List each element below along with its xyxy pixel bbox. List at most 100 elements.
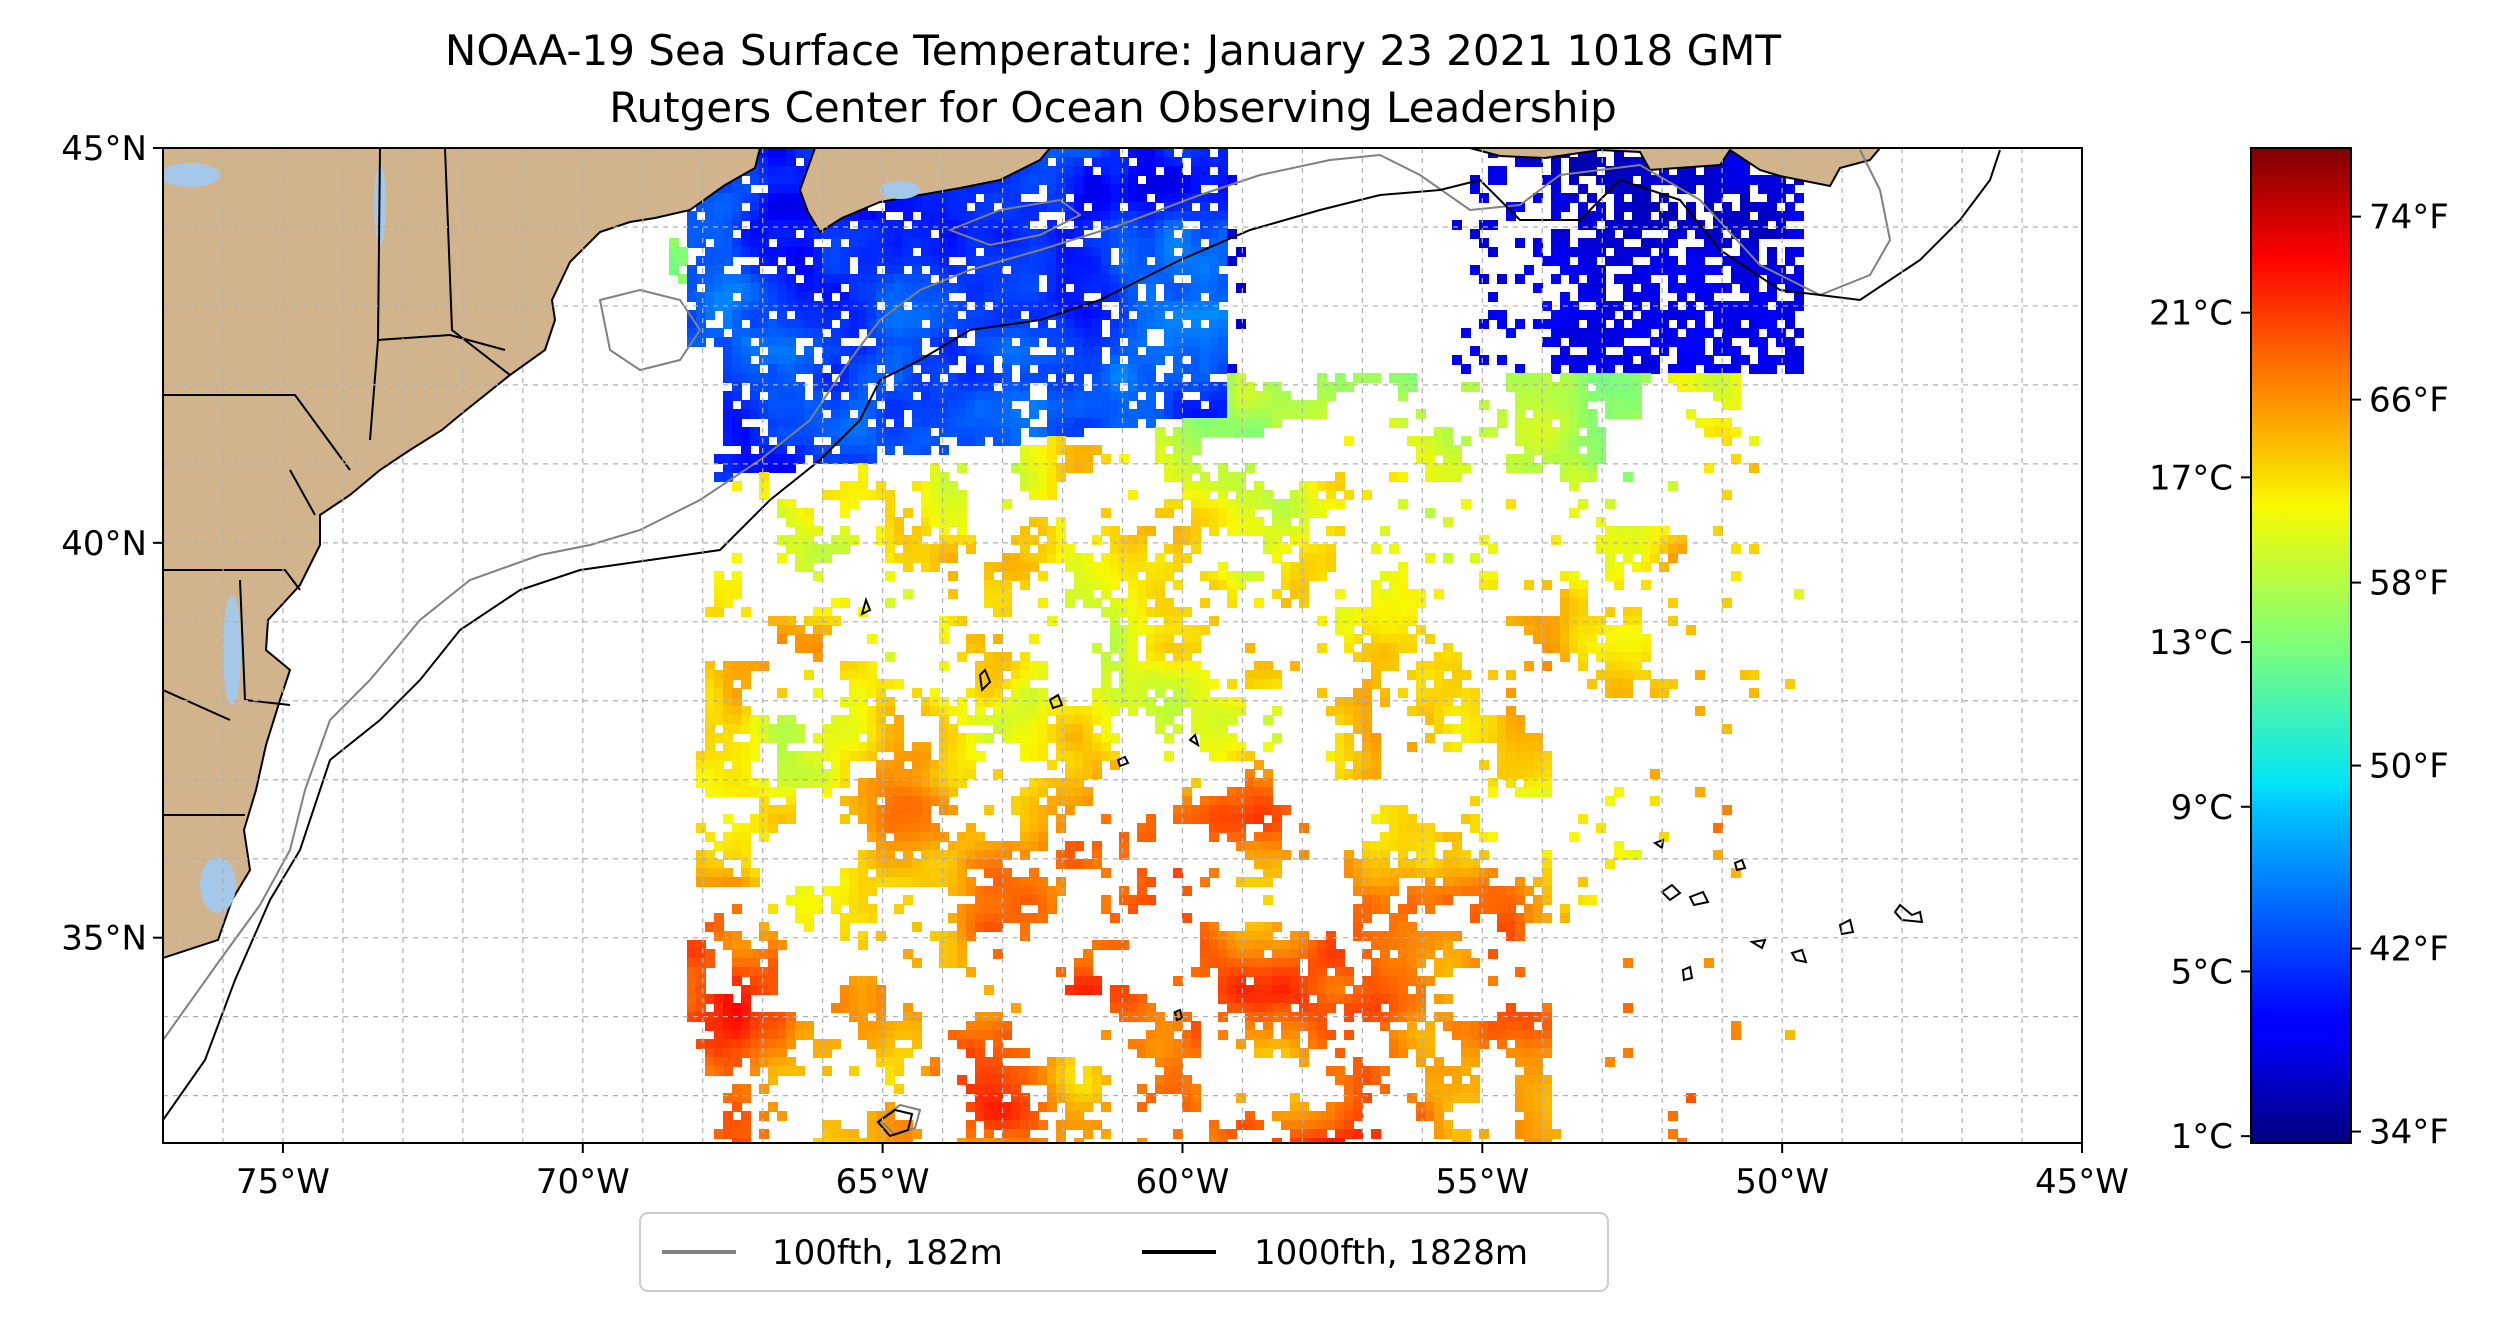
sst-pixel <box>759 310 769 320</box>
sst-pixel <box>1308 508 1318 518</box>
sst-pixel <box>993 418 1003 428</box>
sst-pixel <box>1506 742 1516 752</box>
sst-pixel <box>1245 958 1255 968</box>
sst-pixel <box>1290 931 1300 941</box>
sst-pixel <box>1776 355 1786 365</box>
sst-pixel <box>1047 724 1057 734</box>
sst-pixel <box>1164 544 1174 554</box>
sst-pixel <box>1272 841 1282 851</box>
sst-pixel <box>1029 463 1039 473</box>
sst-pixel <box>1020 706 1030 716</box>
sst-pixel <box>939 400 949 410</box>
sst-pixel <box>1227 508 1237 518</box>
sst-pixel <box>939 742 949 752</box>
sst-pixel <box>1173 805 1183 815</box>
sst-pixel <box>1236 400 1246 410</box>
sst-pixel <box>1245 418 1255 428</box>
sst-pixel <box>1299 931 1309 941</box>
sst-pixel <box>939 751 949 761</box>
sst-pixel <box>1200 283 1210 293</box>
sst-pixel <box>1119 535 1129 545</box>
sst-pixel <box>1713 382 1723 392</box>
sst-pixel <box>1065 733 1075 743</box>
sst-pixel <box>741 985 751 995</box>
sst-pixel <box>723 670 733 680</box>
sst-pixel <box>1110 544 1120 554</box>
sst-pixel <box>1173 337 1183 347</box>
sst-pixel <box>1371 985 1381 995</box>
sst-pixel <box>1236 742 1246 752</box>
sst-pixel <box>840 697 850 707</box>
sst-pixel <box>966 913 976 923</box>
sst-pixel <box>1200 220 1210 230</box>
sst-pixel <box>1758 184 1768 194</box>
sst-pixel <box>921 490 931 500</box>
sst-pixel <box>1776 175 1786 185</box>
sst-pixel <box>1641 265 1651 275</box>
sst-pixel <box>1218 805 1228 815</box>
sst-pixel <box>1182 427 1192 437</box>
sst-pixel <box>840 499 850 509</box>
sst-pixel <box>1002 868 1012 878</box>
sst-pixel <box>876 355 886 365</box>
sst-pixel <box>1137 310 1147 320</box>
sst-pixel <box>948 265 958 275</box>
sst-pixel <box>1263 382 1273 392</box>
sst-pixel <box>1200 967 1210 977</box>
sst-pixel <box>1083 193 1093 203</box>
sst-pixel <box>696 751 706 761</box>
sst-pixel <box>678 247 688 257</box>
sst-pixel <box>1542 778 1552 788</box>
sst-pixel <box>1785 301 1795 311</box>
sst-pixel <box>849 373 859 383</box>
sst-pixel <box>858 391 868 401</box>
sst-pixel <box>1371 733 1381 743</box>
sst-pixel <box>1200 679 1210 689</box>
sst-pixel <box>939 292 949 302</box>
sst-pixel <box>1164 391 1174 401</box>
sst-pixel <box>1191 670 1201 680</box>
sst-pixel <box>786 769 796 779</box>
sst-pixel <box>1380 859 1390 869</box>
sst-pixel <box>876 877 886 887</box>
sst-pixel <box>723 778 733 788</box>
sst-pixel <box>759 931 769 941</box>
sst-pixel <box>1029 724 1039 734</box>
sst-pixel <box>1191 697 1201 707</box>
sst-pixel <box>1209 310 1219 320</box>
sst-pixel <box>1614 580 1624 590</box>
sst-pixel <box>957 184 967 194</box>
sst-pixel <box>903 274 913 284</box>
sst-pixel <box>1218 985 1228 995</box>
sst-pixel <box>1164 400 1174 410</box>
sst-pixel <box>1119 634 1129 644</box>
sst-pixel <box>1236 373 1246 383</box>
sst-pixel <box>984 805 994 815</box>
sst-pixel <box>858 868 868 878</box>
sst-pixel <box>1011 724 1021 734</box>
sst-pixel <box>1335 751 1345 761</box>
sst-pixel <box>1209 715 1219 725</box>
sst-pixel <box>1569 319 1579 329</box>
sst-pixel <box>1605 364 1615 374</box>
sst-pixel <box>1704 166 1714 176</box>
sst-pixel <box>1065 769 1075 779</box>
sst-pixel <box>786 355 796 365</box>
sst-pixel <box>993 697 1003 707</box>
sst-pixel <box>1020 211 1030 221</box>
sst-pixel <box>1686 220 1696 230</box>
sst-pixel <box>1515 436 1525 446</box>
sst-pixel <box>1425 445 1435 455</box>
sst-pixel <box>867 823 877 833</box>
sst-pixel <box>948 247 958 257</box>
sst-pixel <box>822 886 832 896</box>
sst-pixel <box>876 859 886 869</box>
sst-pixel <box>1200 373 1210 383</box>
sst-pixel <box>759 220 769 230</box>
sst-pixel <box>1254 778 1264 788</box>
sst-pixel <box>1731 364 1741 374</box>
sst-pixel <box>1182 337 1192 347</box>
sst-pixel <box>1020 931 1030 941</box>
sst-pixel <box>1083 238 1093 248</box>
sst-pixel <box>1119 211 1129 221</box>
